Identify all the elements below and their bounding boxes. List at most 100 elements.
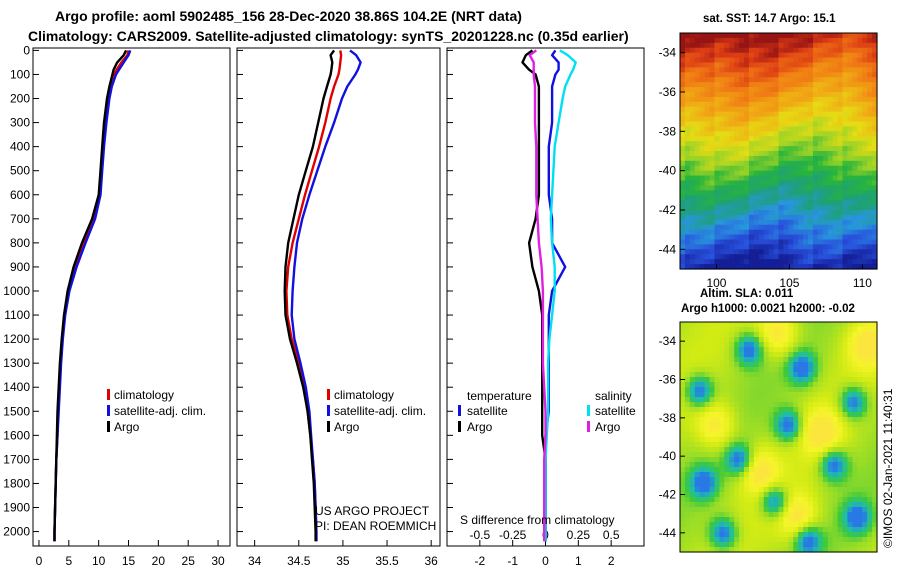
sla-map-cell <box>729 482 735 488</box>
sst-map-cell <box>867 259 873 265</box>
sst-map-cell <box>862 131 868 137</box>
sla-map-cell <box>704 532 711 538</box>
sst-map-cell <box>872 62 878 69</box>
sst-map-cell <box>857 92 863 98</box>
sla-map-cell <box>793 397 799 403</box>
sst-map-cell <box>768 234 775 241</box>
sst-map-cell <box>763 234 770 241</box>
sla-map-cell <box>842 482 849 488</box>
sst-map-cell <box>847 160 853 167</box>
sla-map-cell <box>734 357 740 363</box>
sst-map-cell <box>812 136 819 142</box>
sst-map-cell <box>758 244 765 250</box>
sst-map-cell <box>862 249 868 255</box>
sla-map-cell <box>714 507 720 513</box>
sla-map-cell <box>827 527 834 533</box>
sla-map-cell <box>827 402 834 408</box>
sla-map-cell <box>798 342 804 348</box>
sst-map-cell <box>773 234 780 241</box>
sst-map-cell <box>709 214 716 221</box>
sst-map-cell <box>714 96 720 103</box>
sst-map-cell <box>793 72 799 78</box>
sla-map-cell <box>753 522 760 528</box>
sst-map-cell <box>862 151 868 157</box>
sst-map-cell <box>734 126 740 132</box>
sla-map-cell <box>817 477 824 483</box>
sla-map-cell <box>694 357 701 363</box>
sst-map-cell <box>837 67 844 73</box>
sla-map-cell <box>847 342 853 348</box>
sst-map-cell <box>773 259 780 265</box>
sla-map-cell <box>680 427 686 433</box>
sst-map-cell <box>684 62 691 69</box>
sla-map-cell <box>827 362 834 368</box>
sst-map-cell <box>837 254 844 260</box>
sla-map-cell <box>739 452 745 458</box>
sst-map-cell <box>739 67 745 73</box>
sst-map-cell <box>857 165 863 172</box>
sla-map-cell <box>748 422 755 428</box>
sla-map-cell <box>788 517 794 523</box>
sla-map-cell <box>798 347 804 353</box>
sst-map-cell <box>847 72 853 78</box>
sst-map-cell <box>783 37 789 44</box>
sst-map-cell <box>739 82 745 88</box>
sla-map-cell <box>817 407 824 413</box>
sst-ytick-label: -34 <box>659 46 677 60</box>
sst-map-cell <box>862 96 868 103</box>
diff-series-salinity-satellite <box>544 49 577 542</box>
sst-map-cell <box>817 190 824 196</box>
sla-map-cell <box>798 462 804 468</box>
sla-map-cell <box>837 547 844 553</box>
sst-map-cell <box>847 62 853 69</box>
sst-map-cell <box>857 264 863 270</box>
sst-map-cell <box>739 264 745 270</box>
sst-map-cell <box>719 170 725 177</box>
sst-map-cell <box>857 111 863 118</box>
sla-map-cell <box>724 467 730 473</box>
sst-map-cell <box>739 33 745 39</box>
sla-map-cell <box>847 347 853 353</box>
sst-map-cell <box>709 96 716 103</box>
sst-map-cell <box>867 37 873 44</box>
sla-map-cell <box>709 522 716 528</box>
sla-map-cell <box>694 542 701 548</box>
sst-map-cell <box>729 121 735 128</box>
sst-map-cell <box>788 87 794 93</box>
sla-map-cell <box>857 327 863 333</box>
sla-map-cell <box>709 362 716 368</box>
sla-map-cell <box>822 542 829 548</box>
sla-map-cell <box>704 512 711 518</box>
sla-map-cell <box>793 387 799 393</box>
sla-map-cell <box>719 477 725 483</box>
sst-map-cell <box>817 52 824 59</box>
sst-map-cell <box>744 67 750 73</box>
sst-map-cell <box>872 175 878 182</box>
sla-map-cell <box>768 357 775 363</box>
sla-map-cell <box>689 387 696 393</box>
sla-map-cell <box>748 482 755 488</box>
sla-map-cell <box>817 432 824 438</box>
sst-map-cell <box>704 101 711 108</box>
sla-map-cell <box>714 332 720 338</box>
sst-map-cell <box>857 146 863 152</box>
sla-map-cell <box>758 417 765 423</box>
diff-series-salinity-argo <box>528 49 547 542</box>
sla-map-cell <box>872 467 878 473</box>
sla-map-cell <box>739 492 745 498</box>
sst-map-cell <box>783 42 789 49</box>
sla-map-cell <box>684 337 691 343</box>
sst-map-cell <box>724 249 730 255</box>
sst-map-cell <box>847 239 853 246</box>
sst-map-cell <box>867 155 873 162</box>
sst-map-cell <box>793 214 799 221</box>
sla-map-cell <box>744 507 750 513</box>
sla-map-cell <box>808 342 814 348</box>
difference-xlabel2: S difference from climatology <box>460 513 615 527</box>
sla-map-cell <box>847 522 853 528</box>
sst-map-cell <box>872 67 878 73</box>
sla-map-cell <box>773 487 780 493</box>
sla-map-cell <box>832 487 839 493</box>
sst-map-cell <box>694 47 701 54</box>
